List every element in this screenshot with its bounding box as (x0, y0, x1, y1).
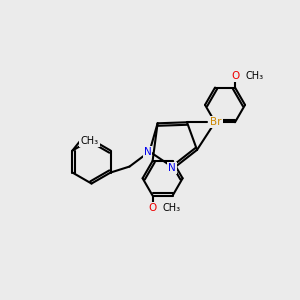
Text: CH₃: CH₃ (163, 202, 181, 213)
Text: N: N (144, 147, 152, 157)
Text: Br: Br (210, 117, 221, 127)
Text: O: O (148, 202, 157, 213)
Text: CH₃: CH₃ (245, 70, 263, 81)
Text: CH₃: CH₃ (80, 136, 99, 146)
Text: O: O (231, 70, 239, 81)
Text: N: N (168, 163, 176, 173)
